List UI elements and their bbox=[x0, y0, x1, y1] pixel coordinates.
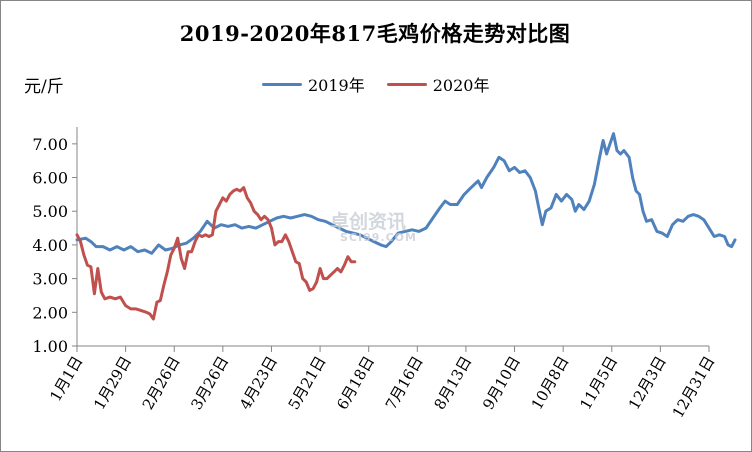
y-tick-label: 6.00 bbox=[32, 169, 68, 188]
y-axis-unit-label: 元/斤 bbox=[24, 77, 64, 97]
legend-label-2020: 2020年 bbox=[432, 76, 490, 95]
series-line-2019 bbox=[75, 132, 737, 255]
x-tick-label: 12月3日 bbox=[625, 353, 670, 413]
x-tick-label: 4月23日 bbox=[236, 353, 281, 413]
watermark-logo: 卓创资讯 SCI99.COM bbox=[330, 211, 417, 244]
legend-item-2019: 2019年 bbox=[262, 72, 365, 96]
legend-swatch-2020 bbox=[386, 82, 427, 86]
x-tick-label: 11月5日 bbox=[576, 353, 621, 413]
series-line-2020 bbox=[75, 186, 357, 321]
y-tick-label: 1.00 bbox=[32, 337, 68, 356]
axes: 1.00 2.00 3.00 4.00 5.00 6.00 7.00 1月1日 1月29日 2月2… bbox=[32, 127, 718, 421]
x-tick-label: 2月26日 bbox=[139, 353, 184, 413]
y-tick-label: 2.00 bbox=[32, 303, 68, 322]
x-tick-label: 1月1日 bbox=[46, 353, 86, 405]
x-tick-label: 1月29日 bbox=[90, 353, 135, 413]
x-tick-label: 10月8日 bbox=[528, 353, 573, 413]
y-tick-label: 3.00 bbox=[32, 270, 68, 289]
legend-label-2019: 2019年 bbox=[308, 76, 365, 95]
legend-swatch-2019 bbox=[262, 82, 302, 86]
y-tick-label: 7.00 bbox=[32, 135, 68, 154]
x-tick-label: 7月16日 bbox=[382, 353, 427, 413]
y-tick-label: 4.00 bbox=[32, 236, 68, 255]
x-tick-label: 12月31日 bbox=[669, 353, 719, 421]
legend: 2019年 2020年 bbox=[262, 72, 489, 96]
x-tick-label: 5月21日 bbox=[285, 353, 330, 413]
x-tick-label: 8月13日 bbox=[430, 353, 475, 413]
y-tick-label: 5.00 bbox=[32, 202, 68, 221]
x-tick-label: 3月26日 bbox=[187, 353, 232, 413]
watermark-subtext: SCI99.COM bbox=[340, 231, 417, 244]
chart-title: 2019-2020年817毛鸡价格走势对比图 bbox=[179, 21, 571, 46]
series-layer bbox=[75, 132, 737, 321]
watermark-text: 卓创资讯 bbox=[330, 211, 407, 233]
x-tick-label: 9月10日 bbox=[479, 353, 524, 413]
x-tick-label: 6月18日 bbox=[333, 353, 378, 413]
legend-item-2020: 2020年 bbox=[386, 72, 490, 96]
